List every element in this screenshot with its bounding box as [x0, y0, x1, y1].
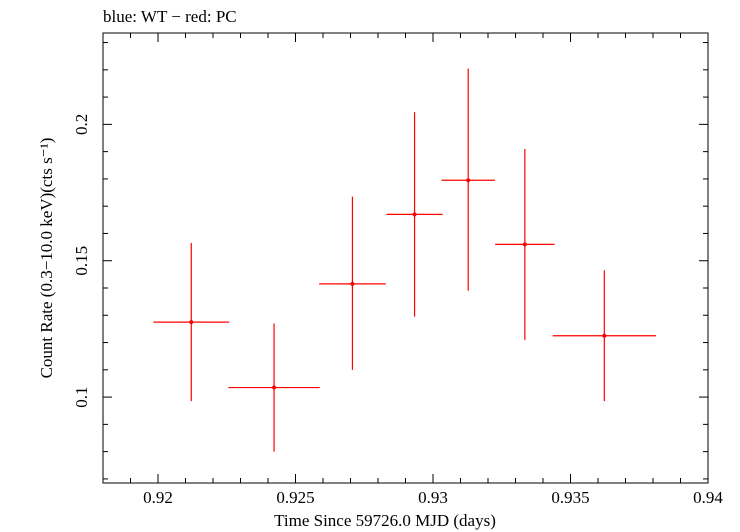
point-marker — [350, 281, 355, 286]
y-tick-label: 0.2 — [72, 114, 91, 135]
point-marker — [466, 178, 471, 183]
data-points — [153, 68, 657, 452]
data-point — [441, 68, 495, 291]
axis-ticks — [102, 33, 709, 483]
x-tick-label: 0.92 — [143, 488, 173, 507]
x-tick-label: 0.935 — [551, 488, 589, 507]
point-marker — [272, 385, 277, 390]
y-axis-label: Count Rate (0.3−10.0 keV)(cts s⁻¹) — [37, 138, 56, 379]
chart-title: blue: WT − red: PC — [103, 7, 237, 26]
data-point — [153, 243, 230, 402]
y-tick-label: 0.1 — [72, 386, 91, 407]
data-point — [228, 323, 320, 452]
tick-labels: 0.92 0.925 0.93 0.935 0.94 0.1 0.15 0.2 — [72, 114, 723, 507]
point-marker — [602, 333, 607, 338]
point-marker — [522, 242, 527, 247]
x-tick-label: 0.925 — [276, 488, 314, 507]
x-axis-label: Time Since 59726.0 MJD (days) — [274, 511, 496, 530]
data-point — [495, 148, 555, 340]
x-tick-label: 0.94 — [693, 488, 723, 507]
data-point — [386, 112, 443, 317]
data-point — [552, 270, 657, 402]
y-tick-label: 0.15 — [72, 246, 91, 276]
point-marker — [412, 212, 417, 217]
point-marker — [189, 320, 194, 325]
x-tick-label: 0.93 — [418, 488, 448, 507]
plot-frame — [102, 32, 709, 484]
data-point — [319, 196, 386, 370]
